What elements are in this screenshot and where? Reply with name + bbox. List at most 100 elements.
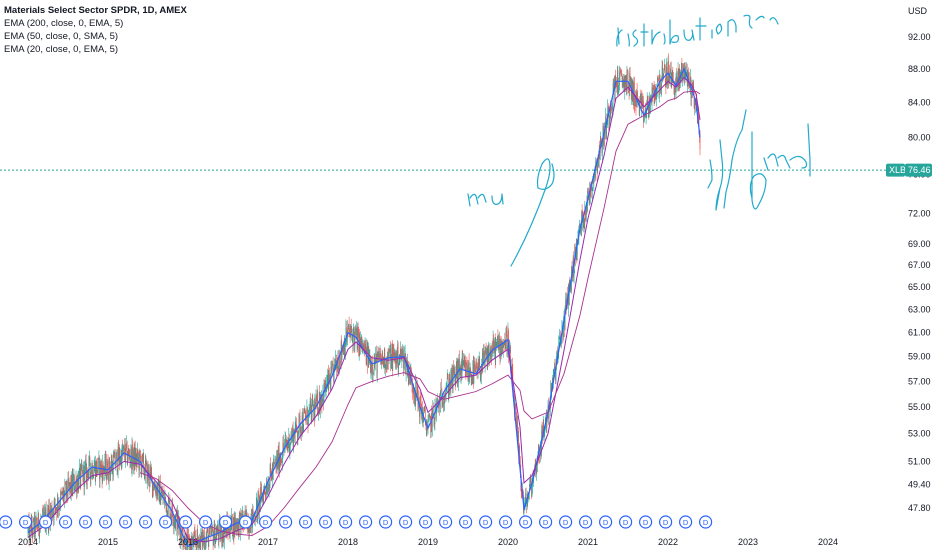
dividend-marker[interactable]: D xyxy=(239,515,253,529)
candle-body xyxy=(325,380,326,392)
candle-body xyxy=(650,96,651,114)
dividend-marker-circle xyxy=(459,515,473,529)
candle-body xyxy=(617,70,618,91)
dividend-marker[interactable]: D xyxy=(379,515,393,529)
candle-body xyxy=(547,416,548,419)
candle-body xyxy=(534,462,536,465)
dividend-marker[interactable]: D xyxy=(98,515,113,529)
dividend-marker[interactable]: D xyxy=(658,515,673,529)
candle-body xyxy=(587,190,589,193)
candle-body xyxy=(114,452,116,466)
candle-body xyxy=(615,75,616,82)
price-tick-label: 63.00 xyxy=(908,304,931,314)
dividend-marker[interactable]: D xyxy=(159,515,173,529)
candle-body xyxy=(161,491,163,493)
candle-body xyxy=(273,462,274,474)
candle-body xyxy=(678,69,679,84)
candle-body xyxy=(147,466,149,478)
dividend-marker[interactable]: D xyxy=(58,515,73,529)
candle-body xyxy=(536,464,538,472)
candle-body xyxy=(467,365,468,375)
candle-body xyxy=(208,530,209,547)
candle-body xyxy=(87,472,88,481)
candle-body xyxy=(249,527,250,533)
dividend-marker[interactable]: D xyxy=(518,515,533,529)
candle-body xyxy=(75,482,76,490)
dividend-marker[interactable]: D xyxy=(199,515,213,529)
legend-ema-200[interactable]: EMA (200, close, 0, EMA, 5) xyxy=(4,18,124,29)
dividend-marker-label: D xyxy=(663,518,669,527)
dividend-marker[interactable]: D xyxy=(19,515,33,529)
dividend-marker[interactable]: D xyxy=(678,515,693,529)
candle-body xyxy=(456,365,457,376)
dividend-marker[interactable]: D xyxy=(578,515,593,529)
candle-body xyxy=(249,527,251,533)
dividend-marker-circle xyxy=(558,515,573,529)
dividend-marker[interactable]: D xyxy=(638,515,653,529)
dividend-marker[interactable]: D xyxy=(38,515,53,529)
dividend-marker[interactable]: D xyxy=(558,515,573,529)
legend-ema-20[interactable]: EMA (20, close, 0, EMA, 5) xyxy=(4,44,119,55)
dividend-marker[interactable]: D xyxy=(279,515,293,529)
dividend-marker[interactable]: D xyxy=(459,515,473,529)
candle-body xyxy=(348,323,349,330)
candle-body xyxy=(94,462,96,480)
legend-ema-50[interactable]: EMA (50, close, 0, SMA, 5) xyxy=(4,31,119,42)
dividend-marker[interactable]: D xyxy=(359,515,373,529)
dividend-marker[interactable]: D xyxy=(299,515,313,529)
hand-drawings[interactable] xyxy=(467,14,811,267)
candle-body xyxy=(62,491,64,498)
dividend-marker-circle xyxy=(0,515,13,529)
candle-body xyxy=(658,80,660,95)
dividend-marker[interactable]: D xyxy=(698,515,713,529)
dividend-marker[interactable]: D xyxy=(219,515,233,529)
candle-body xyxy=(440,387,442,393)
candle-body xyxy=(476,365,478,373)
dividend-marker[interactable]: D xyxy=(259,515,273,529)
dividend-marker[interactable]: D xyxy=(419,515,433,529)
candle-body xyxy=(664,65,665,73)
candle-body xyxy=(674,88,675,95)
legend-title[interactable]: Materials Select Sector SPDR, 1D, AMEX xyxy=(4,5,187,16)
candle-body xyxy=(371,362,373,373)
dividend-marker[interactable]: D xyxy=(439,515,453,529)
dividend-marker[interactable]: D xyxy=(479,515,493,529)
annotation-lmd xyxy=(707,109,811,211)
candle-body xyxy=(650,96,652,97)
candle-body xyxy=(267,483,269,491)
candle-body xyxy=(104,469,105,474)
candle-body xyxy=(214,524,215,548)
dividend-marker[interactable]: D xyxy=(399,515,413,529)
candle-body xyxy=(544,426,546,434)
dividend-marker[interactable]: D xyxy=(339,515,353,529)
candle-body xyxy=(483,350,484,366)
dividend-marker[interactable]: D xyxy=(319,515,333,529)
candle-body xyxy=(628,89,630,92)
candle-body xyxy=(620,72,622,75)
candle-body xyxy=(496,342,498,343)
dividend-marker[interactable]: D xyxy=(78,515,93,529)
dividend-marker[interactable]: D xyxy=(618,515,633,529)
dividend-marker[interactable]: D xyxy=(538,515,553,529)
dividend-marker[interactable]: D xyxy=(499,515,513,529)
dividend-marker[interactable]: D xyxy=(179,515,193,529)
candle-body xyxy=(75,478,77,483)
candle-body xyxy=(34,515,36,534)
candle-body xyxy=(130,460,131,463)
dividend-marker[interactable]: D xyxy=(0,515,13,529)
dividend-marker[interactable]: D xyxy=(139,515,153,529)
candle-body xyxy=(686,65,687,74)
dividend-marker[interactable]: D xyxy=(118,515,133,529)
candle-body xyxy=(312,398,314,416)
price-scale[interactable]: USD 92.0088.0084.0080.0076.0072.0069.006… xyxy=(886,6,932,513)
dividend-marker[interactable]: D xyxy=(598,515,613,529)
candle-body xyxy=(77,476,79,490)
candle-body xyxy=(572,274,573,282)
candle-body xyxy=(425,409,426,421)
candle-body xyxy=(672,74,673,77)
candle-body xyxy=(265,491,266,494)
time-scale[interactable]: 2014 2015 2016 2017 2018 2019 2020 2021 2022 2023… xyxy=(18,537,838,547)
